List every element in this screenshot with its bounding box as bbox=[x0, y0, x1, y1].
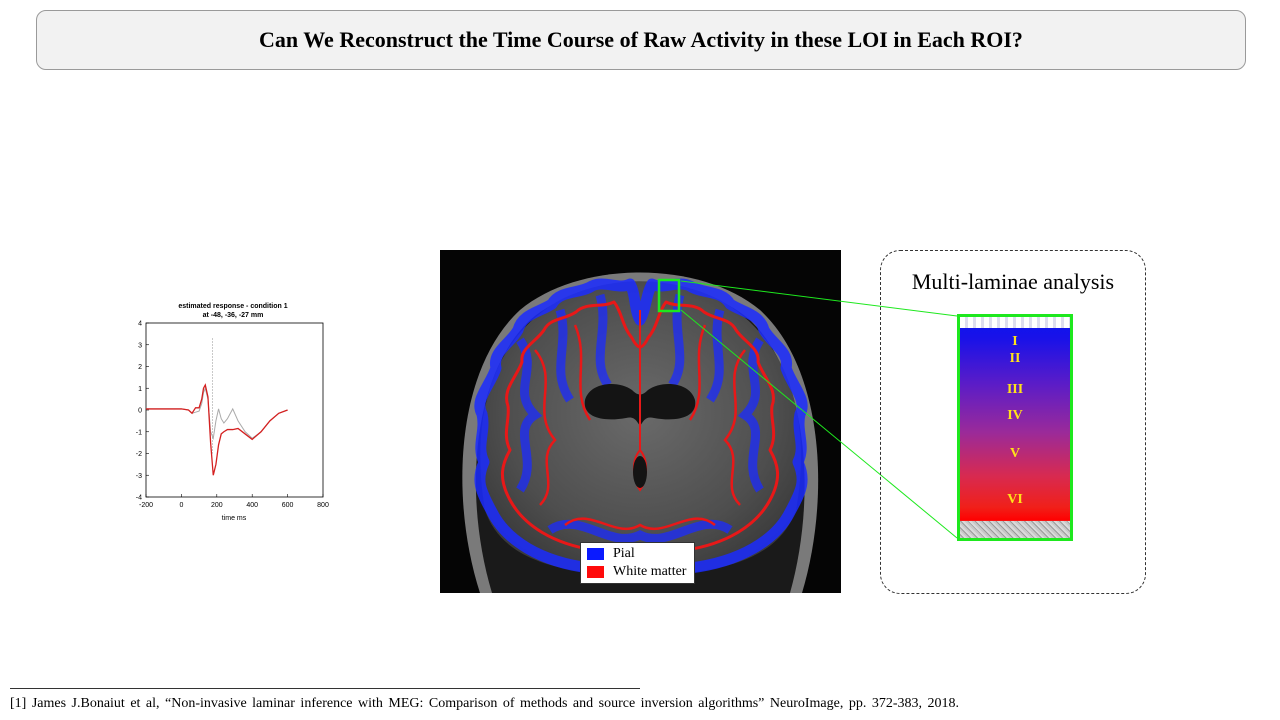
pial-folds bbox=[516, 293, 764, 543]
x-tick-label: -200 bbox=[139, 502, 153, 509]
chart-svg: estimated response - condition 1 at -48,… bbox=[136, 303, 329, 522]
y-tick-label: -4 bbox=[136, 495, 142, 502]
x-tick-label: 200 bbox=[211, 502, 223, 509]
legend-item-white-matter: White matter bbox=[587, 563, 686, 581]
connector-top bbox=[680, 280, 958, 317]
legend-label-white-matter: White matter bbox=[613, 564, 687, 579]
x-tick-label: 600 bbox=[282, 502, 294, 509]
footnote-rule bbox=[10, 688, 640, 689]
pial-boundary bbox=[960, 317, 1070, 328]
x-tick-label: 800 bbox=[317, 502, 329, 509]
y-tick-label: 2 bbox=[138, 364, 142, 371]
legend-label-pial: Pial bbox=[613, 546, 635, 561]
layer-label-5: V bbox=[1009, 446, 1021, 461]
layer-label-3: III bbox=[1006, 382, 1024, 397]
legend-swatch-white-matter bbox=[587, 566, 604, 578]
cortical-column: I II III IV V VI bbox=[957, 314, 1073, 541]
roi-box bbox=[657, 278, 681, 313]
y-tick-label: 0 bbox=[138, 408, 142, 415]
x-tick-label: 400 bbox=[246, 502, 258, 509]
y-tick-label: 1 bbox=[138, 386, 142, 393]
legend-item-pial: Pial bbox=[587, 545, 635, 563]
chart-title: estimated response - condition 1 bbox=[178, 303, 287, 310]
y-tick-label: 4 bbox=[138, 321, 142, 328]
series-line-red bbox=[146, 383, 288, 476]
layer-label-6: VI bbox=[1007, 492, 1023, 507]
chart-subtitle: at -48, -36, -27 mm bbox=[203, 312, 264, 319]
surface-legend: Pial White matter bbox=[580, 542, 695, 584]
chart-xlabel: time ms bbox=[222, 515, 247, 522]
y-tick-label: -1 bbox=[136, 429, 142, 436]
x-tick-label: 0 bbox=[179, 502, 183, 509]
connector-bottom bbox=[680, 309, 958, 539]
white-matter-boundary bbox=[960, 521, 1070, 538]
y-tick-label: 3 bbox=[138, 342, 142, 349]
multi-laminae-panel: Multi-laminae analysis I II III IV V VI bbox=[880, 250, 1146, 594]
slide-title-box: Can We Reconstruct the Time Course of Ra… bbox=[36, 10, 1246, 70]
laminae-title: Multi-laminae analysis bbox=[911, 269, 1115, 294]
layer-label-1: I bbox=[1012, 334, 1018, 349]
mri-image bbox=[462, 272, 819, 593]
legend-swatch-pial bbox=[587, 548, 604, 560]
estimated-response-chart: estimated response - condition 1 at -48,… bbox=[132, 298, 332, 528]
third-ventricle bbox=[633, 456, 647, 488]
layer-label-4: IV bbox=[1007, 408, 1023, 423]
y-tick-label: -3 bbox=[136, 473, 142, 480]
y-tick-label: -2 bbox=[136, 451, 142, 458]
white-matter-folds bbox=[534, 324, 746, 531]
footnote-reference: [1] James J.Bonaiut et al, “Non-invasive… bbox=[10, 696, 960, 711]
slide-title: Can We Reconstruct the Time Course of Ra… bbox=[259, 27, 1023, 52]
mri-coronal-slice: Pial White matter bbox=[440, 250, 841, 593]
layer-label-2: II bbox=[1009, 351, 1021, 366]
